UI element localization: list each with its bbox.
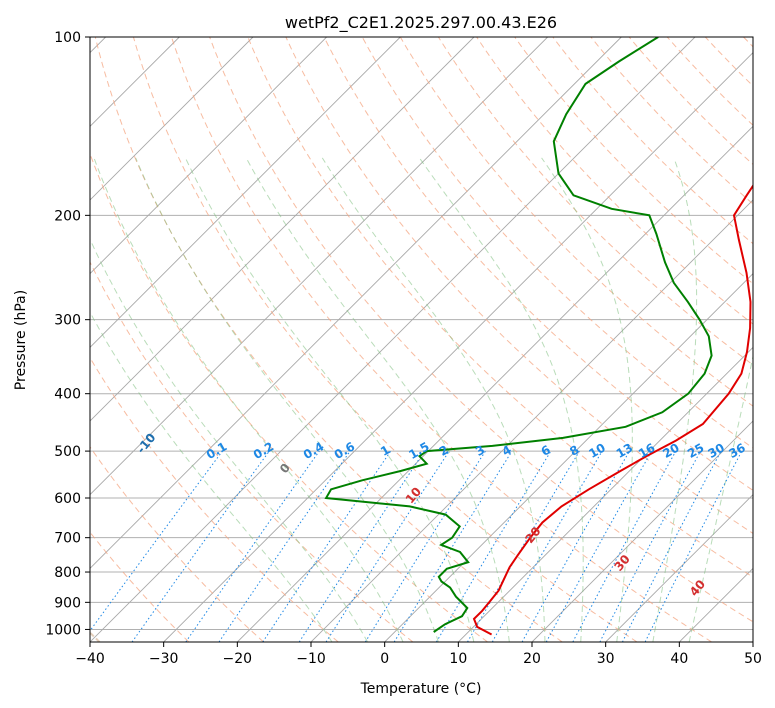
mixing-ratio-line [298, 450, 425, 642]
x-tick-label: −30 [149, 651, 179, 667]
x-tick-label: −10 [296, 651, 326, 667]
dry-adiabat [90, 446, 264, 642]
isotherm [90, 37, 475, 422]
mixing-ratio-line [644, 450, 743, 642]
isotherm [90, 37, 327, 275]
isotherm [531, 420, 753, 642]
data-series [324, 37, 753, 636]
dry-adiabat [514, 37, 753, 285]
temperature-profile [472, 183, 753, 636]
moist-adiabat [418, 157, 584, 642]
mixing-ratio-line [185, 450, 320, 642]
mixing-ratio-line [572, 450, 677, 642]
dewpoint-profile [324, 37, 713, 633]
x-tick-label: −40 [75, 651, 105, 667]
isotherm [90, 37, 622, 569]
y-tick-label: 600 [54, 491, 81, 507]
y-tick-label: 800 [54, 565, 81, 581]
dry-adiabat [247, 37, 753, 578]
mixing-ratio-line [218, 450, 351, 642]
moist-adiabat [93, 157, 404, 642]
x-tick-label: 30 [597, 651, 615, 667]
x-tick-label: 0 [380, 651, 389, 667]
dry-adiabat [323, 37, 753, 491]
y-tick-label: 300 [54, 313, 81, 329]
x-tick-label: −20 [223, 651, 253, 667]
plot-frame [89, 36, 754, 643]
mixing-ratio-line [90, 450, 223, 632]
isotherm [90, 37, 548, 496]
moist-adiabat [688, 353, 753, 642]
dry-adiabat [90, 356, 339, 642]
y-tick-label: 100 [54, 30, 81, 46]
y-tick-label: 200 [54, 208, 81, 224]
isotherm [90, 37, 254, 201]
x-tick-label: 40 [670, 651, 688, 667]
dry-adiabat [171, 37, 712, 642]
isotherm [605, 494, 753, 642]
isotherm [90, 37, 401, 348]
axis-ticks: −40 −30 −20 −10 0 10 20 30 40 50 100 200 300 400 500 60… [45, 30, 762, 667]
y-tick-label: 700 [54, 531, 81, 547]
isotherm [163, 52, 753, 642]
moist-adiabat [90, 311, 333, 642]
y-tick-label: 900 [54, 595, 81, 611]
moist-adiabat [652, 157, 698, 642]
x-tick-label: 20 [523, 651, 541, 667]
mixing-ratio-line [131, 450, 270, 642]
dry-adiabat [90, 260, 414, 642]
y-axis-label: Pressure (hPa) [13, 290, 29, 390]
moist-adiabat [245, 157, 510, 642]
x-tick-label: 50 [744, 651, 762, 667]
mixing-ratio-line [325, 450, 450, 642]
dry-adiabat [476, 37, 753, 325]
mixing-ratio-line [262, 450, 392, 642]
y-tick-label: 1000 [45, 622, 81, 638]
isotherm [90, 37, 696, 642]
isotherm [237, 125, 753, 642]
moist-adiabat [184, 157, 475, 642]
y-tick-label: 500 [54, 444, 81, 460]
moist-adiabat [90, 238, 369, 642]
chart-title: wetPf2_C2E1.2025.297.00.43.E26 [285, 13, 557, 33]
mixing-ratio-line [393, 450, 513, 642]
y-tick-label: 400 [54, 387, 81, 403]
dry-adiabat [209, 37, 753, 623]
mixing-ratio-line [521, 450, 630, 642]
moist-adiabat [541, 157, 633, 642]
isotherm [384, 273, 753, 642]
mixing-ratio-line [545, 450, 653, 642]
dry-adiabat [132, 37, 638, 642]
x-axis-label: Temperature (°C) [360, 681, 482, 697]
moist-adiabat [135, 157, 439, 642]
isotherm [458, 346, 753, 642]
moist-adiabat [321, 157, 546, 642]
background-lines [90, 37, 753, 642]
dry-adiabat [285, 37, 753, 535]
x-tick-label: 10 [449, 651, 467, 667]
